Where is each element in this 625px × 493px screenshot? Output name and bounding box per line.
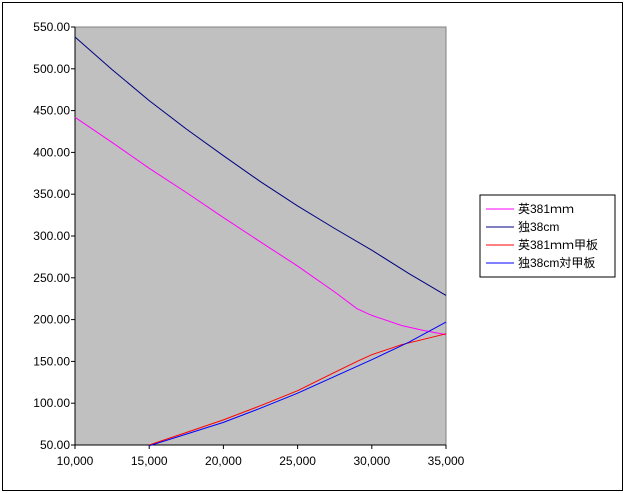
y-tick-label: 100.00	[33, 396, 70, 410]
y-tick-label: 300.00	[33, 229, 70, 243]
x-axis: 10,000 15,000 20,000 25,000 30,000 35,000	[57, 444, 465, 468]
series-line-2	[74, 36, 447, 296]
y-tick-label: 200.00	[33, 313, 70, 327]
series-line-1	[74, 116, 447, 336]
x-tick-label: 25,000	[279, 454, 316, 468]
x-tick-label: 35,000	[428, 454, 465, 468]
x-tick-label: 10,000	[57, 454, 94, 468]
x-tick-label: 30,000	[353, 454, 390, 468]
legend-label: 独38cm対甲板	[518, 256, 595, 270]
y-tick-label: 450.00	[33, 104, 70, 118]
series-line-3	[149, 333, 447, 446]
series-lines	[74, 36, 447, 447]
y-tick-label: 550.00	[33, 20, 70, 34]
x-tick-label: 20,000	[205, 454, 242, 468]
y-tick-label: 350.00	[33, 187, 70, 201]
y-axis: 50.00 100.00 150.00 200.00 250.00 300.00 350.0…	[33, 20, 76, 452]
series-line-4	[149, 321, 447, 447]
y-tick-label: 50.00	[40, 438, 70, 452]
x-tick-label: 15,000	[131, 454, 168, 468]
legend-label: 英381ｍｍ	[518, 202, 574, 216]
y-tick-label: 250.00	[33, 271, 70, 285]
y-tick-label: 500.00	[33, 62, 70, 76]
legend-label: 英381ｍｍ甲板	[518, 238, 598, 252]
y-tick-label: 150.00	[33, 354, 70, 368]
legend-label: 独38cm	[518, 220, 559, 234]
plot-area	[74, 26, 447, 446]
y-tick-label: 400.00	[33, 145, 70, 159]
